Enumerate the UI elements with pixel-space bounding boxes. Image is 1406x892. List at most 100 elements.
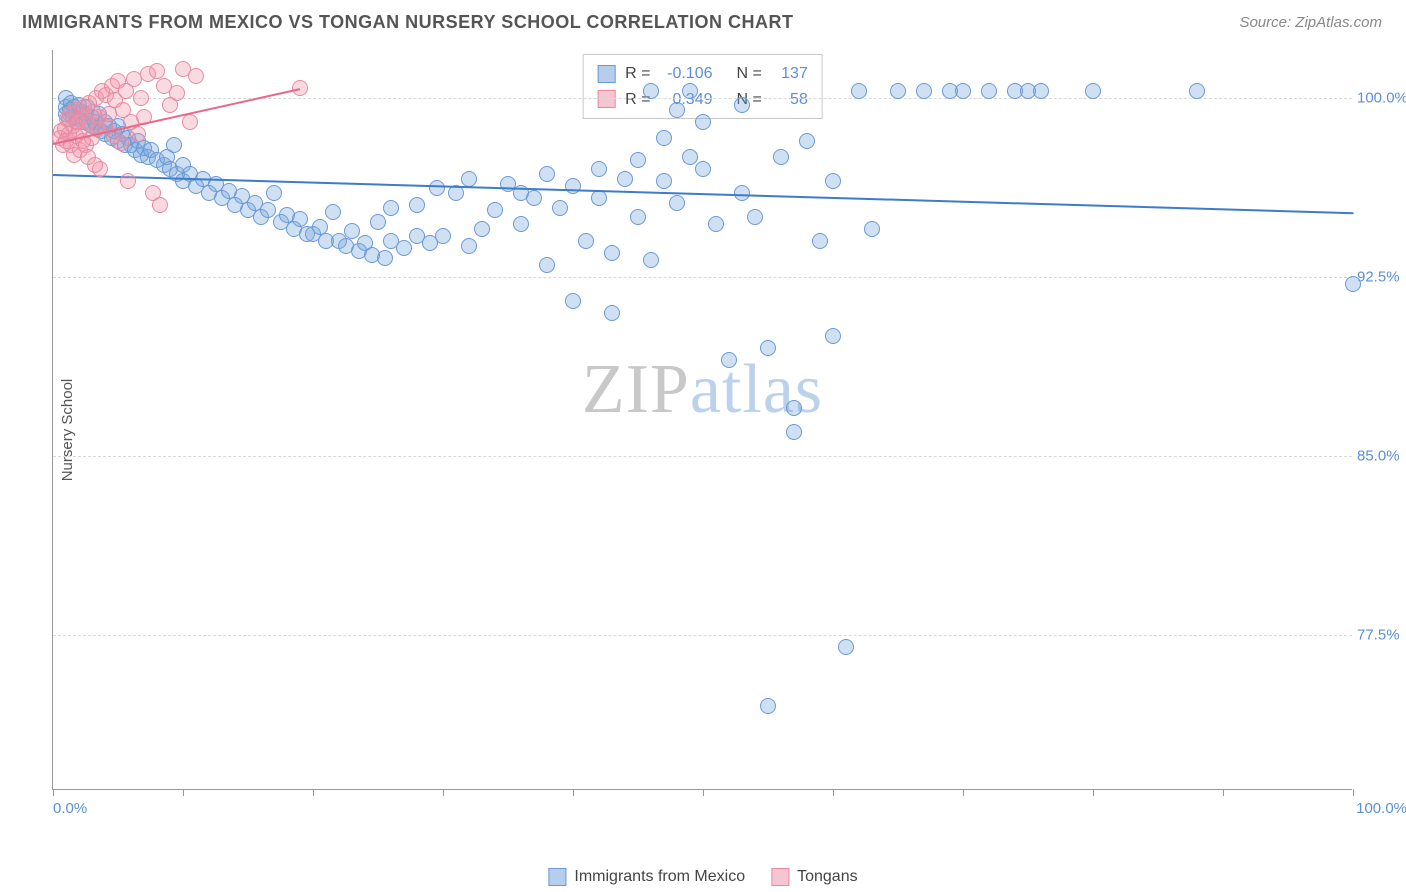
data-point — [721, 352, 737, 368]
data-point — [435, 228, 451, 244]
x-tick — [703, 789, 704, 796]
y-tick-label: 92.5% — [1357, 268, 1406, 285]
data-point — [656, 130, 672, 146]
data-point — [166, 137, 182, 153]
data-point — [695, 114, 711, 130]
legend-label: Immigrants from Mexico — [574, 868, 745, 886]
data-point — [474, 221, 490, 237]
watermark: ZIPatlas — [582, 350, 823, 430]
data-point — [152, 197, 168, 213]
data-point — [825, 328, 841, 344]
data-point — [851, 83, 867, 99]
legend-row: R =-0.106N =137 — [597, 61, 808, 87]
data-point — [409, 197, 425, 213]
data-point — [130, 126, 146, 142]
plot-area: ZIPatlas R =-0.106N =137R =0.349N =58 0.… — [52, 50, 1352, 790]
chart-title: IMMIGRANTS FROM MEXICO VS TONGAN NURSERY… — [22, 12, 794, 33]
x-tick — [53, 789, 54, 796]
n-value: 58 — [772, 87, 808, 113]
data-point — [591, 190, 607, 206]
watermark-part2: atlas — [690, 351, 823, 428]
data-point — [591, 161, 607, 177]
data-point — [266, 185, 282, 201]
data-point — [786, 400, 802, 416]
data-point — [825, 173, 841, 189]
data-point — [552, 200, 568, 216]
data-point — [955, 83, 971, 99]
data-point — [708, 216, 724, 232]
data-point — [429, 180, 445, 196]
data-point — [617, 171, 633, 187]
gridline — [53, 277, 1352, 278]
data-point — [182, 114, 198, 130]
data-point — [760, 698, 776, 714]
data-point — [513, 216, 529, 232]
correlation-legend: R =-0.106N =137R =0.349N =58 — [582, 54, 823, 119]
legend-swatch — [597, 65, 615, 83]
data-point — [188, 68, 204, 84]
x-axis-max-label: 100.0% — [1356, 800, 1406, 817]
x-tick — [1223, 789, 1224, 796]
legend-swatch — [548, 868, 566, 886]
legend-label: Tongans — [797, 868, 858, 886]
data-point — [260, 202, 276, 218]
x-tick — [1093, 789, 1094, 796]
x-tick — [833, 789, 834, 796]
x-tick — [1353, 789, 1354, 796]
data-point — [981, 83, 997, 99]
source-attribution: Source: ZipAtlas.com — [1239, 14, 1382, 31]
data-point — [812, 233, 828, 249]
x-tick — [573, 789, 574, 796]
data-point — [890, 83, 906, 99]
data-point — [669, 195, 685, 211]
data-point — [565, 178, 581, 194]
data-point — [630, 152, 646, 168]
data-point — [695, 161, 711, 177]
data-point — [734, 97, 750, 113]
x-tick — [313, 789, 314, 796]
legend-swatch — [771, 868, 789, 886]
n-label: N = — [737, 61, 762, 87]
data-point — [1345, 276, 1361, 292]
data-point — [786, 424, 802, 440]
data-point — [461, 238, 477, 254]
data-point — [325, 204, 341, 220]
data-point — [1085, 83, 1101, 99]
data-point — [916, 83, 932, 99]
data-point — [747, 209, 763, 225]
y-tick-label: 100.0% — [1357, 89, 1406, 106]
data-point — [1189, 83, 1205, 99]
chart-container: Nursery School ZIPatlas R =-0.106N =137R… — [22, 50, 1384, 810]
data-point — [630, 209, 646, 225]
data-point — [682, 83, 698, 99]
x-axis-min-label: 0.0% — [53, 800, 87, 817]
data-point — [396, 240, 412, 256]
data-point — [760, 340, 776, 356]
watermark-part1: ZIP — [582, 351, 690, 428]
data-point — [487, 202, 503, 218]
x-tick — [963, 789, 964, 796]
data-point — [539, 166, 555, 182]
legend-item: Immigrants from Mexico — [548, 868, 745, 886]
gridline — [53, 456, 1352, 457]
data-point — [92, 161, 108, 177]
data-point — [643, 83, 659, 99]
data-point — [383, 200, 399, 216]
series-legend: Immigrants from Mexico Tongans — [548, 868, 857, 886]
y-tick-label: 85.0% — [1357, 447, 1406, 464]
data-point — [604, 245, 620, 261]
data-point — [682, 149, 698, 165]
data-point — [113, 135, 129, 151]
header: IMMIGRANTS FROM MEXICO VS TONGAN NURSERY… — [0, 0, 1406, 41]
data-point — [1033, 83, 1049, 99]
legend-row: R =0.349N =58 — [597, 87, 808, 113]
data-point — [604, 305, 620, 321]
data-point — [773, 149, 789, 165]
data-point — [669, 102, 685, 118]
data-point — [133, 90, 149, 106]
data-point — [799, 133, 815, 149]
data-point — [838, 639, 854, 655]
data-point — [120, 173, 136, 189]
legend-item: Tongans — [771, 868, 858, 886]
data-point — [643, 252, 659, 268]
